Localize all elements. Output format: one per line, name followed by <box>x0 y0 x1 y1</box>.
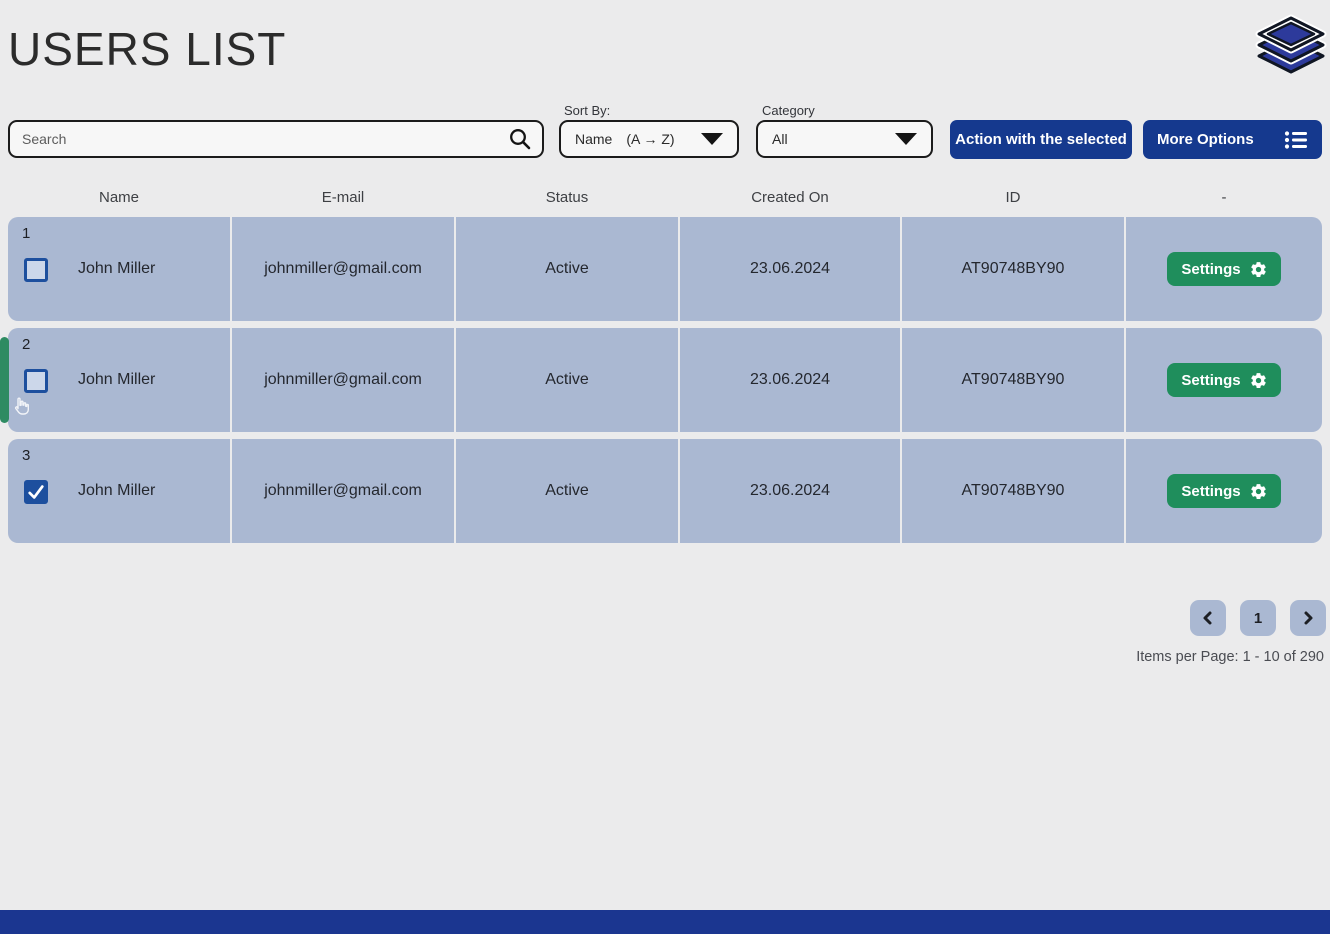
cell-created-on: 23.06.2024 <box>680 217 900 321</box>
users-table: Name E-mail Status Created On ID - 1 Joh… <box>0 186 1322 550</box>
cell-created-on: 23.06.2024 <box>680 439 900 543</box>
pagination-prev-button[interactable] <box>1190 600 1226 636</box>
hand-cursor-icon <box>14 397 29 415</box>
col-header-created-on: Created On <box>751 189 829 206</box>
row-checkbox[interactable] <box>24 369 48 393</box>
cell-email: johnmiller@gmail.com <box>232 439 454 543</box>
settings-label: Settings <box>1181 260 1241 278</box>
category-value: All <box>772 131 788 147</box>
bottom-accent-bar <box>0 910 1330 934</box>
layers-logo-icon <box>1255 14 1327 74</box>
row-checkbox[interactable] <box>24 258 48 282</box>
settings-label: Settings <box>1181 482 1241 500</box>
chevron-down-icon <box>895 133 917 145</box>
cell-name: John Miller <box>8 328 230 432</box>
sort-value-direction: (A → Z) <box>626 131 675 147</box>
col-header-actions: - <box>1221 189 1227 206</box>
category-dropdown[interactable]: All <box>756 120 933 158</box>
more-options-label: More Options <box>1157 131 1254 148</box>
settings-button[interactable]: Settings <box>1167 474 1281 508</box>
row-hover-indicator <box>0 337 9 423</box>
cell-status: Active <box>456 328 678 432</box>
cell-email: johnmiller@gmail.com <box>232 328 454 432</box>
col-header-name: Name <box>98 189 139 206</box>
cell-id: AT90748BY90 <box>902 217 1124 321</box>
gear-icon <box>1250 483 1266 499</box>
row-number: 3 <box>22 447 31 464</box>
cell-actions: Settings <box>1126 439 1322 543</box>
table-header-row: Name E-mail Status Created On ID - <box>8 186 1322 209</box>
page-title: USERS LIST <box>8 23 287 75</box>
settings-label: Settings <box>1181 371 1241 389</box>
chevron-left-icon <box>1203 611 1212 625</box>
search-input[interactable] <box>10 131 508 147</box>
settings-button[interactable]: Settings <box>1167 363 1281 397</box>
table-row[interactable]: 1 John Miller johnmiller@gmail.com Activ… <box>8 217 1322 321</box>
row-checkbox[interactable] <box>24 480 48 504</box>
pagination-next-button[interactable] <box>1290 600 1326 636</box>
search-box <box>8 120 544 158</box>
table-row[interactable]: 2 John Miller johnmiller@gmail.com Activ… <box>0 328 1322 432</box>
cell-status: Active <box>456 217 678 321</box>
cell-id: AT90748BY90 <box>902 328 1124 432</box>
row-number: 1 <box>22 225 31 242</box>
col-header-id: ID <box>1005 189 1021 206</box>
cell-status: Active <box>456 439 678 543</box>
cell-actions: Settings <box>1126 328 1322 432</box>
action-with-selected-label: Action with the selected <box>955 131 1127 148</box>
chevron-down-icon <box>701 133 723 145</box>
gear-icon <box>1250 372 1266 388</box>
list-icon <box>1284 130 1307 149</box>
settings-button[interactable]: Settings <box>1167 252 1281 286</box>
row-number: 2 <box>22 336 31 353</box>
sort-value-field: Name <box>575 131 613 147</box>
items-per-page-summary: Items per Page: 1 - 10 of 290 <box>1136 649 1324 665</box>
pagination-page-button[interactable]: 1 <box>1240 600 1276 636</box>
sort-by-dropdown[interactable]: Name (A → Z) <box>559 120 739 158</box>
check-icon <box>28 485 44 499</box>
chevron-right-icon <box>1304 611 1313 625</box>
cell-email: johnmiller@gmail.com <box>232 217 454 321</box>
table-row[interactable]: 3 John Miller johnmiller@gmail.com Activ… <box>8 439 1322 543</box>
cell-created-on: 23.06.2024 <box>680 328 900 432</box>
col-header-email: E-mail <box>321 189 365 206</box>
more-options-button[interactable]: More Options <box>1143 120 1322 159</box>
search-icon[interactable] <box>508 127 532 151</box>
cell-actions: Settings <box>1126 217 1322 321</box>
cell-id: AT90748BY90 <box>902 439 1124 543</box>
sort-by-label: Sort By: <box>564 103 611 118</box>
gear-icon <box>1250 261 1266 277</box>
col-header-status: Status <box>545 189 589 206</box>
category-label: Category <box>762 103 815 118</box>
action-with-selected-button[interactable]: Action with the selected <box>950 120 1132 159</box>
